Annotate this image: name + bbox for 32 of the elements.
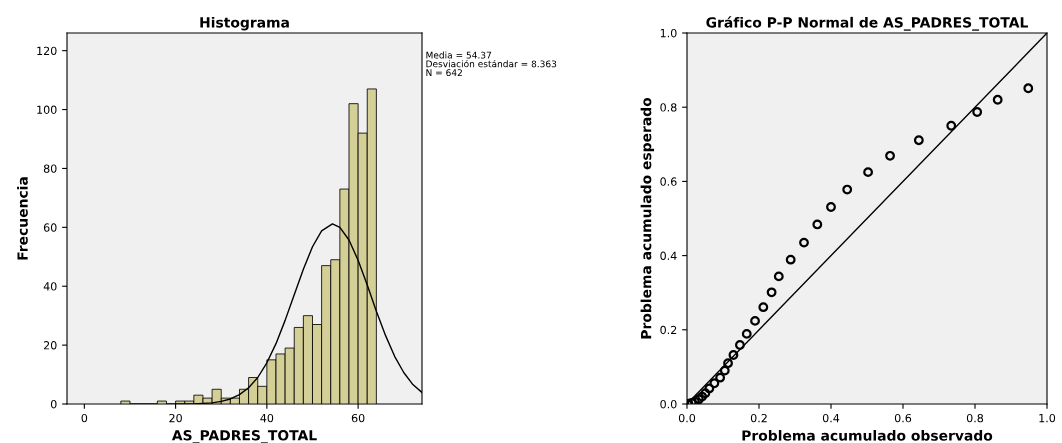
text: Media = 54.37 (426, 51, 492, 59)
x-tick-label: 0.0 (678, 413, 696, 423)
y-axis-title: Frecuencia (17, 177, 28, 260)
x-axis-title: Problema acumulado observado (742, 430, 993, 441)
x-tick-label: 0.8 (966, 413, 984, 423)
y-tick-label: 60 (43, 223, 57, 232)
y-tick-label: 80 (43, 164, 57, 173)
x-tick-label: 0.6 (894, 413, 912, 423)
y-tick-label: 1.0 (660, 28, 677, 38)
chart-title: Gráfico P-P Normal de AS_PADRES_TOTAL (706, 16, 1028, 31)
x-tick-label: 0.4 (822, 413, 840, 423)
chart-title: Histograma (200, 16, 289, 31)
text: Desviación estándar = 8.363 (426, 59, 557, 68)
x-tick-label: 20 (169, 413, 182, 423)
x-tick-label: 1.0 (1039, 413, 1056, 423)
y-tick-label: 0.4 (660, 251, 677, 260)
y-tick-label: 0.6 (660, 177, 677, 186)
x-tick-label: 0.2 (750, 413, 767, 423)
text: N = 642 (426, 69, 462, 77)
x-tick-label: 40 (260, 413, 274, 423)
y-tick-label: 0.2 (660, 325, 677, 335)
y-tick-label: 40 (43, 282, 57, 291)
y-tick-label: 120 (37, 46, 57, 56)
y-tick-label: 0.8 (660, 103, 677, 112)
y-axis-title: Problema acumulado esperado (640, 97, 655, 339)
x-tick-label: 0 (81, 413, 88, 423)
x-axis-title: AS_PADRES_TOTAL (171, 430, 317, 443)
y-tick-label: 0 (50, 399, 57, 409)
x-tick-label: 60 (351, 413, 365, 423)
y-tick-label: 0.0 (660, 399, 677, 409)
y-tick-label: 20 (43, 341, 57, 350)
y-tick-label: 100 (37, 105, 57, 114)
